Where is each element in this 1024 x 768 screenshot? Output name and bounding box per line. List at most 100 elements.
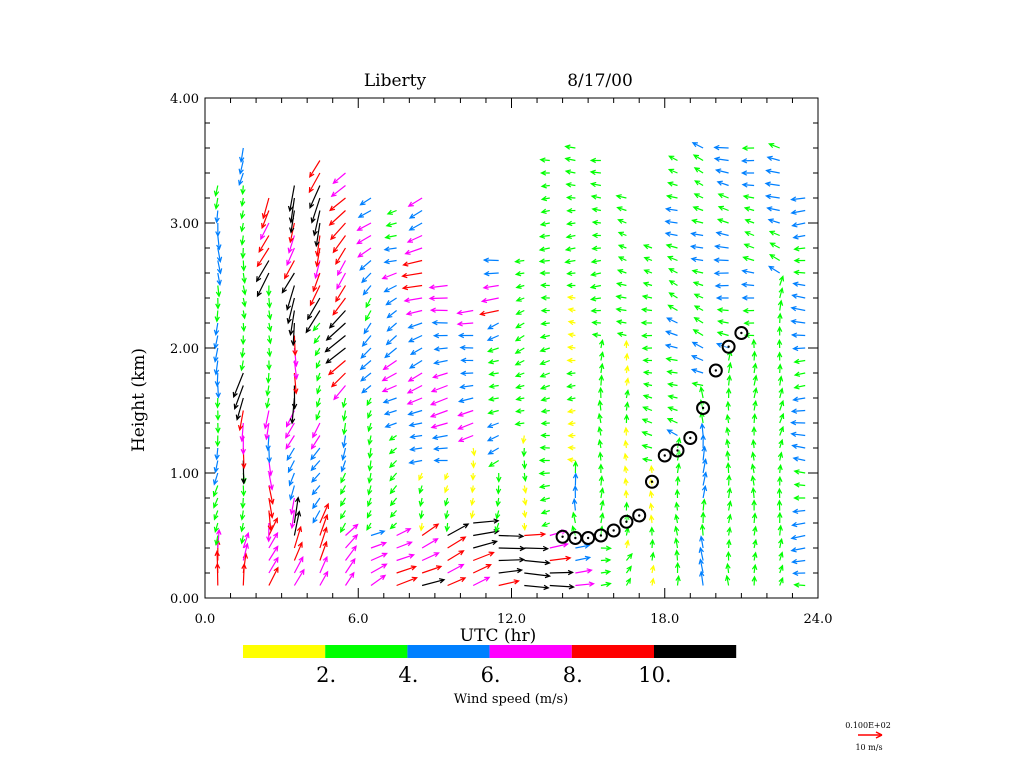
wind-vector <box>791 222 806 228</box>
wind-vector <box>524 545 550 552</box>
wind-vector <box>256 272 270 298</box>
wind-vector <box>469 510 476 520</box>
x-tick-label: 6.0 <box>348 612 369 627</box>
wind-vector <box>717 193 729 199</box>
wind-vector <box>690 256 704 263</box>
wind-vector <box>750 486 757 499</box>
wind-vector <box>385 221 397 228</box>
wind-vector <box>384 347 397 359</box>
wind-vector <box>778 287 784 299</box>
wind-vector <box>408 209 423 219</box>
wind-vector <box>693 293 704 299</box>
wind-vector <box>538 470 550 477</box>
wind-vector <box>311 472 321 483</box>
wind-vector <box>744 231 755 237</box>
wind-vector <box>312 510 321 524</box>
wind-vector <box>498 545 526 552</box>
wind-vector <box>599 362 605 374</box>
wind-vector <box>549 542 569 549</box>
wind-vector <box>383 409 397 416</box>
wind-vector <box>539 221 550 227</box>
wind-vector <box>640 320 653 326</box>
wind-vector <box>341 447 347 461</box>
wind-vector <box>524 531 547 538</box>
wind-vector <box>292 335 298 357</box>
wind-vector <box>793 469 806 475</box>
wind-vector <box>470 460 477 469</box>
wind-vector <box>674 501 680 511</box>
wind-vector <box>421 578 446 587</box>
wind-vector <box>726 513 733 524</box>
wind-vector <box>793 245 806 252</box>
wind-vector <box>367 435 373 446</box>
wind-vector <box>589 181 602 188</box>
wind-vector <box>715 295 729 301</box>
wind-vector <box>289 210 295 234</box>
reference-vector-arrow <box>858 731 883 739</box>
wind-vector <box>328 310 346 329</box>
wind-vector <box>793 371 806 377</box>
wind-vector <box>293 525 303 549</box>
colorbar: 2. 4. 6. 8. 10. <box>243 645 737 687</box>
wind-vector <box>567 319 576 326</box>
wind-vector <box>540 170 550 176</box>
wind-vector <box>386 322 397 332</box>
wind-vector <box>361 272 372 284</box>
wind-vector <box>261 197 270 220</box>
wind-vector <box>407 372 423 382</box>
wind-vector <box>367 472 373 484</box>
wind-vector <box>366 397 372 407</box>
wind-vector <box>293 496 301 524</box>
wind-vector <box>540 208 550 214</box>
wind-vector <box>319 526 328 549</box>
wind-vector <box>599 351 605 361</box>
wind-vector <box>539 270 550 276</box>
wind-vector <box>214 535 220 547</box>
wind-vector <box>239 235 246 246</box>
wind-vector <box>666 369 678 375</box>
wind-vector <box>215 222 221 238</box>
wind-vector <box>515 296 525 302</box>
wind-vector <box>494 522 500 533</box>
wind-vector <box>216 247 223 263</box>
wind-vector <box>565 233 576 239</box>
wind-vector <box>591 320 601 326</box>
wind-vector <box>389 522 398 530</box>
reference-vector-value: 0.100E+02 <box>845 721 891 730</box>
wind-vector <box>667 382 678 388</box>
wind-vector <box>690 231 704 237</box>
wind-vector <box>495 485 502 495</box>
wind-vector <box>778 537 784 549</box>
wind-vector <box>624 401 630 411</box>
wind-vector <box>572 460 579 474</box>
wind-vector <box>367 447 373 459</box>
wind-vector <box>240 485 247 497</box>
wind-vector <box>421 552 440 562</box>
wind-vector <box>286 297 295 325</box>
wind-vector <box>769 242 780 249</box>
wind-vector <box>408 222 423 231</box>
wind-vector <box>764 193 780 200</box>
wind-vector <box>701 498 707 511</box>
wind-vector <box>590 307 601 314</box>
wind-vector <box>572 472 579 486</box>
wind-vector <box>293 555 304 574</box>
wind-vector <box>472 564 492 574</box>
wind-vector <box>642 281 653 287</box>
wind-vector <box>700 511 706 524</box>
wind-vector <box>432 332 448 339</box>
wind-vector <box>285 285 295 311</box>
wind-vector <box>308 172 321 194</box>
wind-vector <box>793 384 806 390</box>
wind-vector <box>293 568 305 586</box>
wind-vector <box>212 485 219 498</box>
wind-vector <box>717 205 729 212</box>
wind-vector <box>742 307 755 314</box>
wind-vector <box>447 550 465 562</box>
wind-vector <box>793 257 806 264</box>
wind-vector <box>324 335 346 353</box>
wind-vector <box>741 268 755 275</box>
wind-vector <box>713 257 729 263</box>
wind-vector <box>483 270 499 277</box>
